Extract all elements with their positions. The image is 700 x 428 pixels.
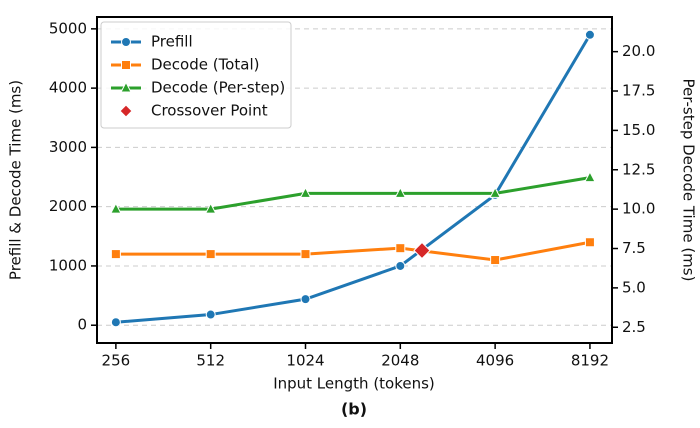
series-line <box>115 34 592 324</box>
x-tick-label: 256 <box>102 352 131 370</box>
data-point <box>205 309 216 320</box>
y2-tick-label: 12.5 <box>622 160 655 178</box>
data-point <box>395 260 406 271</box>
series-line <box>115 176 591 211</box>
data-point <box>413 241 431 260</box>
data-point <box>204 202 217 214</box>
y-tick-label: 3000 <box>49 138 87 156</box>
legend-marker <box>119 104 133 118</box>
x-axis-label: Input Length (tokens) <box>273 375 435 393</box>
x-tick-label: 4096 <box>476 352 514 370</box>
legend-label: Decode (Total) <box>151 56 259 74</box>
legend-label: Crossover Point <box>151 102 268 120</box>
y2-tick-label: 20.0 <box>622 42 655 60</box>
plot-frame <box>96 16 613 344</box>
data-point <box>205 249 216 260</box>
data-point <box>110 249 121 260</box>
y2-tick-label: 15.0 <box>622 121 655 139</box>
y-tick-label: 2000 <box>49 197 87 215</box>
data-point <box>300 294 311 305</box>
data-point <box>584 171 596 183</box>
y-tick-label: 4000 <box>49 79 87 97</box>
legend-marker <box>121 37 131 47</box>
caption: (b) <box>341 400 367 419</box>
y2-axis-label: Per-step Decode Time (ms) <box>680 79 698 282</box>
x-tick-label: 8192 <box>571 352 609 370</box>
data-point <box>300 249 311 260</box>
y2-tick-label: 7.5 <box>622 239 646 257</box>
data-point <box>110 317 121 328</box>
data-point <box>490 255 501 266</box>
legend-box <box>100 21 292 129</box>
series-line <box>115 240 591 262</box>
legend-label: Decode (Per-step) <box>151 79 285 97</box>
y-tick-label: 1000 <box>49 256 87 274</box>
y2-tick-label: 5.0 <box>622 278 646 296</box>
data-point <box>584 29 595 40</box>
y2-tick-label: 2.5 <box>622 318 646 336</box>
data-point <box>489 186 501 198</box>
y-tick-label: 5000 <box>49 19 87 37</box>
y2-tick-label: 10.0 <box>622 200 655 218</box>
data-point <box>110 202 122 214</box>
x-tick-label: 2048 <box>381 352 419 370</box>
data-point <box>299 186 312 198</box>
data-point <box>584 237 595 248</box>
data-point <box>395 243 406 254</box>
legend-marker <box>120 81 132 93</box>
x-tick-label: 512 <box>196 352 225 370</box>
data-point <box>394 186 407 198</box>
legend-label: Prefill <box>151 33 193 51</box>
y2-tick-label: 17.5 <box>622 82 655 100</box>
y-tick-label: 0 <box>77 316 87 334</box>
legend-marker <box>121 60 131 70</box>
x-tick-label: 1024 <box>286 352 324 370</box>
y-axis-label: Prefill & Decode Time (ms) <box>7 80 25 280</box>
